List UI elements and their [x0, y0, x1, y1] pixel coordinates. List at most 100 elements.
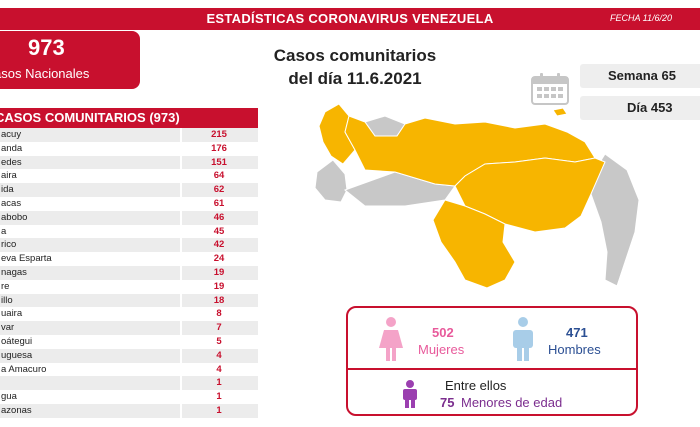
row-divider	[180, 293, 182, 308]
map-region-yellow-island	[552, 107, 568, 117]
state-name: a Amacuro	[1, 363, 47, 375]
table-row: gua 1	[0, 390, 258, 404]
map-region-yellow-zulia	[318, 103, 356, 165]
header-bar: ESTADÍSTICAS CORONAVIRUS VENEZUELA FECHA…	[0, 8, 700, 30]
state-cases: 62	[213, 184, 225, 196]
men-label: Hombres	[548, 342, 601, 357]
page-title-line1: Casos comunitarios	[273, 46, 437, 65]
row-divider	[180, 238, 182, 253]
women-count: 502	[432, 325, 454, 340]
table-row: a 45	[0, 224, 258, 239]
table-row: acuy 215	[0, 128, 258, 142]
state-name: uaira	[1, 308, 23, 320]
state-cases: 24	[213, 253, 225, 265]
state-name: re	[1, 280, 10, 292]
men-count: 471	[566, 325, 588, 340]
national-cases-label: asos Nacionales	[0, 66, 90, 81]
row-divider	[180, 334, 182, 349]
map-region-yellow-amazonas	[432, 199, 516, 289]
row-divider	[180, 321, 182, 335]
state-cases: 8	[216, 308, 222, 320]
row-divider	[180, 265, 182, 280]
child-icon	[403, 380, 417, 408]
state-cases: 64	[213, 170, 225, 182]
state-name: nagas	[1, 266, 27, 278]
state-cases: 46	[213, 211, 225, 223]
cases-table-header: CASOS COMUNITARIOS (973)	[0, 108, 258, 128]
venezuela-map	[314, 103, 640, 289]
table-row: rico 42	[0, 238, 258, 253]
state-cases: 1	[216, 404, 222, 416]
row-divider	[180, 141, 182, 156]
table-row: uguesa 4	[0, 348, 258, 363]
state-name: var	[1, 322, 15, 334]
row-divider	[180, 155, 182, 170]
state-cases: 151	[211, 156, 227, 168]
state-cases: 19	[213, 266, 225, 278]
state-cases: 18	[213, 294, 225, 306]
state-cases: 4	[216, 349, 222, 361]
state-name: abobo	[1, 211, 28, 223]
table-row: edes 151	[0, 155, 258, 170]
state-cases: 4	[216, 363, 222, 375]
national-cases-count: 973	[28, 35, 65, 60]
row-divider	[180, 196, 182, 211]
cases-table-title: CASOS COMUNITARIOS (973)	[0, 110, 180, 125]
state-name: gua	[1, 391, 17, 403]
state-name: illo	[1, 294, 13, 306]
row-divider	[180, 390, 182, 404]
row-divider	[180, 362, 182, 377]
state-name: azonas	[1, 404, 32, 416]
row-divider	[180, 183, 182, 197]
state-cases: 61	[213, 197, 225, 209]
state-cases: 5	[216, 335, 222, 347]
table-row: oátegui 5	[0, 334, 258, 349]
page-title-line2: del día 11.6.2021	[288, 69, 422, 88]
map-region-gray-west	[314, 159, 348, 203]
header-date: FECHA 11/6/20	[610, 13, 673, 23]
row-divider	[180, 169, 182, 184]
state-cases: 45	[213, 225, 225, 237]
state-name: ida	[1, 184, 14, 196]
state-name: acuy	[1, 129, 22, 140]
table-row: var 7	[0, 321, 258, 335]
row-divider	[180, 348, 182, 363]
state-cases: 1	[216, 391, 222, 403]
state-cases: 19	[213, 280, 225, 292]
state-name: a	[1, 225, 7, 237]
table-row: uaira 8	[0, 307, 258, 322]
state-cases: 215	[211, 129, 227, 140]
table-row: eva Esparta 24	[0, 252, 258, 266]
state-name: rico	[1, 239, 17, 251]
state-name: aira	[1, 170, 17, 182]
man-icon	[513, 317, 533, 361]
state-cases: 42	[213, 239, 225, 251]
table-row: ida 62	[0, 183, 258, 197]
state-name: uguesa	[1, 349, 33, 361]
table-row: nagas 19	[0, 265, 258, 280]
row-divider	[180, 376, 182, 391]
row-divider	[180, 128, 182, 142]
state-cases: 7	[216, 322, 222, 334]
cases-table: acuy 215 anda 176 edes 151 aira 64 ida 62 acas 61 ab…	[0, 128, 258, 418]
week-box: Semana 65	[580, 64, 700, 88]
row-divider	[180, 252, 182, 266]
gender-breakdown-box	[346, 306, 638, 416]
table-row: azonas 1	[0, 403, 258, 418]
table-row: anda 176	[0, 141, 258, 156]
table-row: aira 64	[0, 169, 258, 184]
table-row: a Amacuro 4	[0, 362, 258, 377]
row-divider	[180, 279, 182, 294]
table-row: illo 18	[0, 293, 258, 308]
row-divider	[180, 210, 182, 225]
state-name: oátegui	[1, 335, 33, 347]
state-name: acas	[1, 197, 22, 209]
state-name: edes	[1, 156, 22, 168]
minors-label: Menores de edad	[461, 395, 563, 410]
national-cases-box: 973 asos Nacionales	[0, 31, 140, 89]
table-row: 1	[0, 376, 258, 391]
minors-intro: Entre ellos	[445, 378, 507, 393]
state-name: eva Esparta	[1, 253, 52, 265]
calendar-icon	[531, 73, 569, 105]
header-title: ESTADÍSTICAS CORONAVIRUS VENEZUELA	[206, 11, 494, 26]
